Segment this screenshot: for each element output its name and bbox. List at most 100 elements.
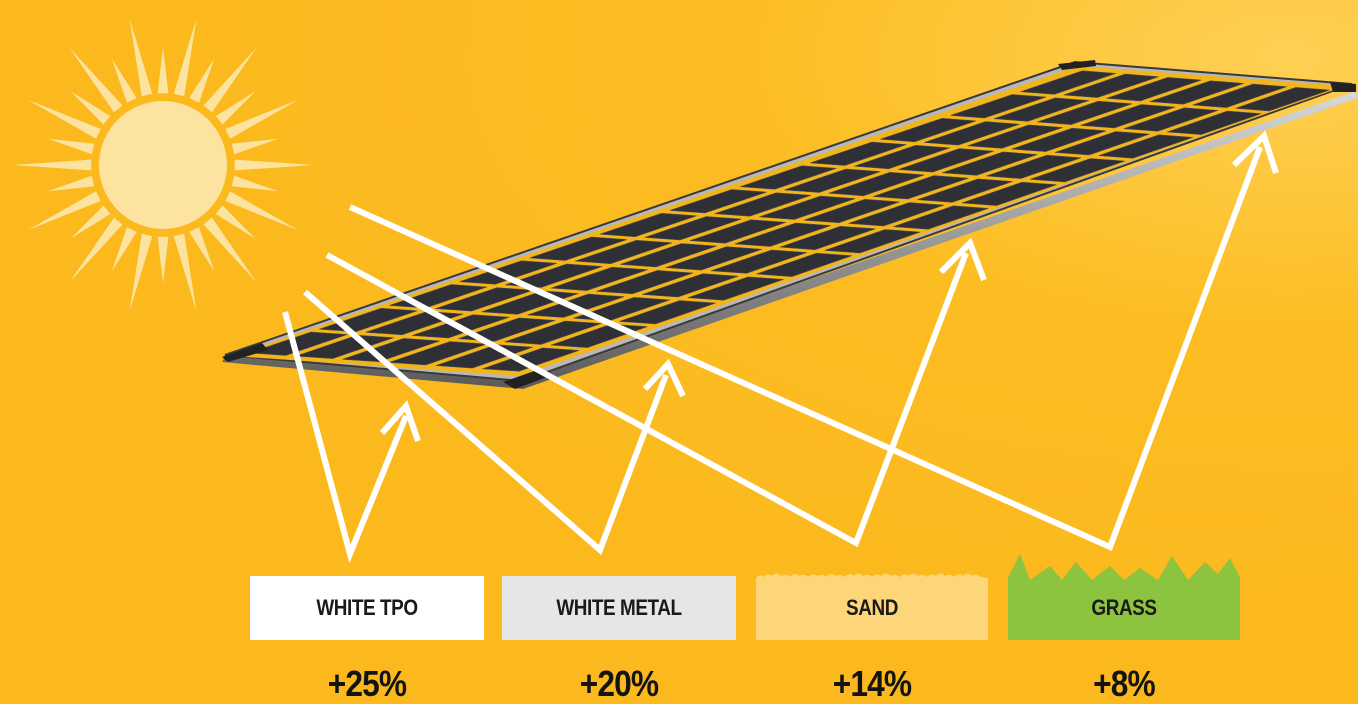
panel-cell (550, 266, 648, 291)
sun-ray (215, 91, 256, 125)
sun-ray (203, 47, 257, 113)
panel-cell (993, 97, 1090, 122)
swatch-white-metal (502, 576, 736, 640)
surface-label-white-metal: WHITE METAL (556, 595, 682, 620)
panel-cell (1054, 131, 1150, 156)
panel-cell (619, 300, 716, 325)
sun-icon (13, 18, 313, 312)
sun-ray (129, 18, 153, 97)
panel-cell (687, 276, 784, 301)
panel-cell (961, 181, 1057, 206)
panel-cell (734, 222, 831, 247)
panel-cell (1098, 134, 1193, 159)
panel-cell (1235, 87, 1330, 112)
surface-label-sand: SAND (846, 595, 898, 620)
arrowheads (379, 130, 1279, 442)
panel-cell (642, 273, 739, 298)
sun-ray (173, 18, 197, 97)
sun-ray (234, 159, 313, 171)
ray-sand (325, 251, 969, 548)
panel-cell (596, 270, 694, 295)
panel-cell (917, 178, 1013, 203)
panel-cell (1063, 73, 1159, 98)
sun-ray (27, 99, 101, 139)
panel-cell (459, 260, 557, 285)
panel-cell (759, 195, 856, 220)
swatch-white-tpo (250, 576, 484, 640)
panel-cell (942, 151, 1038, 176)
sun-ray (69, 47, 123, 113)
panel-cell (669, 189, 767, 214)
panel-cell (482, 347, 580, 372)
sun-ray (203, 217, 257, 283)
surface-swatches (250, 554, 1240, 640)
panel-cell (689, 219, 787, 244)
panel-cell (342, 338, 441, 363)
panel-cell (1149, 80, 1244, 105)
panel-cell (740, 165, 837, 190)
panel-cell (599, 212, 697, 238)
surface-label-grass: GRASS (1091, 595, 1157, 620)
panel-cell (575, 239, 672, 265)
sun-ray (111, 227, 137, 272)
panel-cell (986, 154, 1082, 179)
sun-ray (225, 99, 299, 139)
panel-cell (620, 243, 717, 268)
sun-ray (173, 233, 197, 312)
panel-cell (924, 121, 1020, 146)
surface-label-white-tpo: WHITE TPO (316, 595, 418, 620)
sun-ray (215, 205, 256, 239)
gain-sand: +14% (832, 663, 912, 704)
panel-cell (714, 192, 811, 217)
sun-ray (189, 227, 215, 272)
gain-white-metal: +20% (579, 663, 659, 704)
sun-ray (13, 159, 92, 171)
panel-cell (665, 246, 762, 271)
sun-ray (69, 217, 123, 283)
arrowhead-white-metal (642, 358, 686, 398)
sun-ray (27, 191, 101, 231)
panel-cell (295, 334, 394, 359)
ray-white-tpo (282, 311, 409, 564)
swatch-sand (756, 573, 988, 640)
sun-ray (157, 236, 169, 283)
sun-ray (231, 175, 278, 192)
sun-ray (157, 47, 169, 94)
panel-cell (828, 171, 925, 197)
panel-cell (644, 216, 742, 241)
panel-cell (898, 148, 994, 173)
arrowhead-grass (1231, 130, 1279, 174)
ray-grass (348, 145, 1263, 552)
sun-ray (111, 58, 137, 103)
panel-cell (784, 168, 881, 193)
panel-cell (1080, 104, 1176, 129)
panel-cell (779, 225, 876, 251)
panel-cell (1167, 110, 1262, 135)
panel-cell (810, 141, 907, 166)
swatch-grass (1008, 554, 1240, 640)
panel-cell (1123, 107, 1219, 132)
panel-cell (756, 252, 852, 277)
solar-panel-icon (222, 60, 1358, 389)
arrowhead-sand (938, 237, 987, 282)
panel-cell (880, 117, 977, 143)
panel-cell (950, 94, 1047, 119)
panel-cell (848, 202, 944, 227)
gain-grass: +8% (1093, 663, 1156, 704)
light-rays (282, 145, 1263, 564)
panel-cell (893, 205, 989, 230)
sun-ray (48, 175, 95, 192)
sun-ray (70, 91, 111, 125)
sun-ray (129, 233, 153, 312)
panel-cell (967, 124, 1063, 149)
sun-ray (189, 58, 215, 103)
panel-cell (710, 249, 807, 274)
gain-white-tpo: +25% (327, 663, 407, 704)
sun-ray (48, 138, 95, 155)
sun-ray (70, 205, 111, 239)
panel-cell (1020, 70, 1116, 95)
panel-cell (873, 175, 969, 200)
panel-cell (1011, 127, 1107, 152)
